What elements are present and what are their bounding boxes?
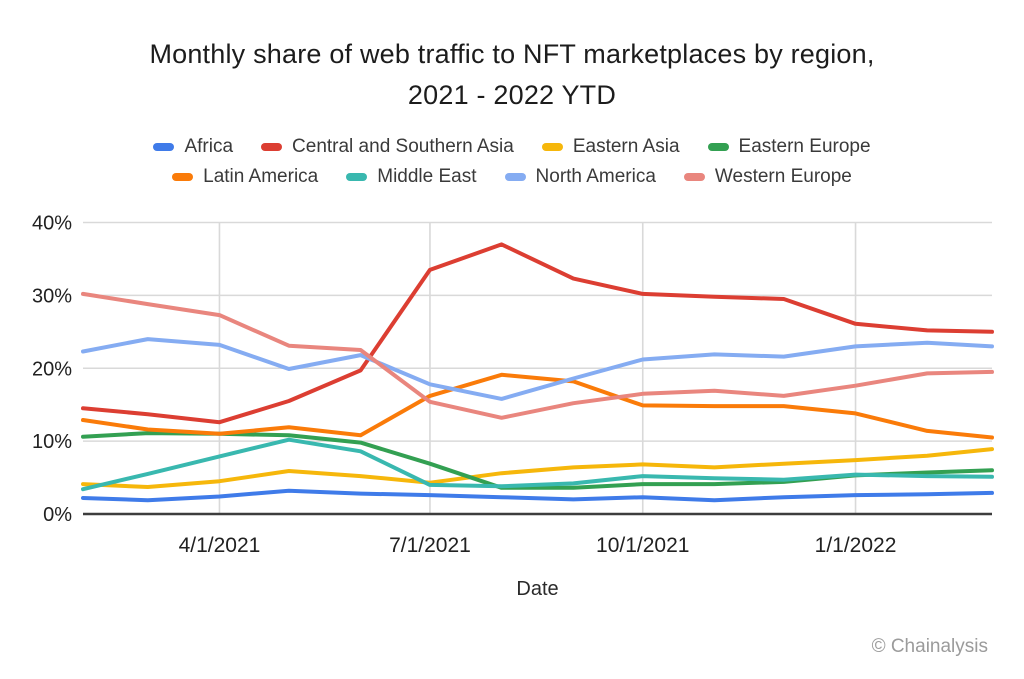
series-line-middle-east — [81, 437, 994, 492]
y-tick-label: 30% — [32, 285, 72, 307]
x-axis-title: Date — [516, 578, 559, 600]
legend-item-eastern-asia[interactable]: Eastern Asia — [541, 136, 680, 158]
chart-title: Monthly share of web traffic to NFT mark… — [0, 34, 1024, 116]
series-line-eastern-asia — [81, 447, 994, 489]
y-tick-label: 0% — [43, 504, 72, 526]
series-line-western-europe — [81, 291, 994, 420]
chart-title-line1: Monthly share of web traffic to NFT mark… — [149, 39, 875, 69]
chart-legend: Africa Central and Southern Asia Eastern A… — [0, 132, 1024, 192]
chart-title-line2: 2021 - 2022 YTD — [407, 80, 617, 110]
legend-item-eastern-europe[interactable]: Eastern Europe — [707, 136, 871, 158]
legend-item-north-america[interactable]: North America — [504, 166, 656, 188]
y-tick-label: 10% — [32, 431, 72, 453]
legend-swatch-middle-east — [346, 173, 368, 181]
legend-item-africa[interactable]: Africa — [153, 136, 233, 158]
legend-swatch-western-europe — [683, 173, 705, 181]
series-line-africa — [81, 488, 994, 503]
legend-item-central-and-southern-asia[interactable]: Central and Southern Asia — [261, 136, 514, 158]
legend-label: Africa — [184, 136, 234, 157]
x-tick-label: 1/1/2022 — [815, 534, 897, 557]
series-line-latin-america — [81, 372, 994, 440]
legend-swatch-eastern-europe — [707, 143, 729, 151]
legend-label: Central and Southern Asia — [292, 136, 514, 157]
legend-swatch-africa — [153, 143, 175, 151]
legend-row-2: Latin America Middle East North America Wes… — [0, 162, 1024, 192]
copyright-text: © Chainalysis — [871, 636, 988, 657]
legend-item-middle-east[interactable]: Middle East — [346, 166, 477, 188]
legend-swatch-latin-america — [172, 173, 194, 181]
legend-swatch-eastern-asia — [541, 143, 563, 151]
legend-swatch-north-america — [504, 173, 526, 181]
x-tick-label: 10/1/2021 — [596, 534, 689, 557]
legend-label: Latin America — [203, 166, 319, 187]
legend-item-latin-america[interactable]: Latin America — [172, 166, 318, 188]
x-tick-label: 4/1/2021 — [179, 534, 261, 557]
y-tick-label: 20% — [32, 358, 72, 380]
legend-label: Eastern Europe — [738, 136, 871, 157]
legend-label: North America — [535, 166, 656, 187]
x-tick-label: 7/1/2021 — [389, 534, 471, 557]
y-tick-label: 40% — [32, 213, 72, 235]
legend-row-1: Africa Central and Southern Asia Eastern A… — [0, 132, 1024, 162]
series-line-central-and-southern-asia — [81, 242, 994, 425]
legend-item-western-europe[interactable]: Western Europe — [683, 166, 852, 188]
legend-swatch-central-and-southern-asia — [261, 143, 283, 151]
legend-label: Eastern Asia — [572, 136, 680, 157]
legend-label: Middle East — [377, 166, 477, 187]
series-line-north-america — [81, 337, 994, 401]
legend-label: Western Europe — [714, 166, 852, 187]
